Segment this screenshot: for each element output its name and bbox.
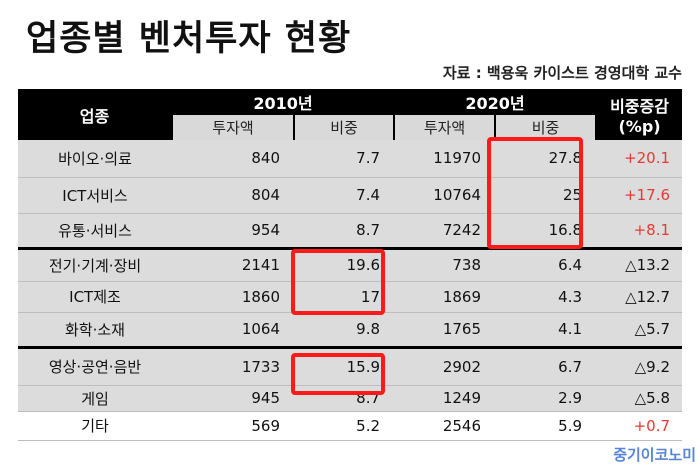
inv2020-cell: 10764 — [394, 177, 496, 214]
inv2010-cell: 1733 — [172, 347, 294, 386]
category-cell: ICT서비스 — [18, 177, 172, 214]
inv2010-cell: 569 — [172, 411, 294, 441]
change-cell: +0.7 — [596, 411, 683, 441]
share2020-cell: 4.3 — [495, 281, 597, 313]
table-row: 기타 569 5.2 2546 5.9 +0.7 — [18, 411, 683, 441]
col-header-change: 비중증감 (%p) — [596, 89, 683, 140]
share2020-cell: 6.4 — [495, 248, 597, 282]
page-title: 업종별 벤처투자 현황 — [26, 19, 352, 59]
category-cell: 영상·공연·음반 — [18, 347, 172, 386]
table-row: 화학·소재 1064 9.8 1765 4.1 △5.7 — [18, 312, 683, 349]
inv2010-cell: 2141 — [172, 248, 294, 282]
change-label: 비중증감 — [610, 97, 669, 116]
change-cell: +8.1 — [596, 213, 683, 250]
table-row: ICT제조 1860 17 1869 4.3 △12.7 — [18, 281, 683, 313]
table-row: 게임 945 8.7 1249 2.9 △5.8 — [18, 385, 683, 412]
change-unit: (%p) — [618, 117, 661, 136]
table-row: ICT서비스 804 7.4 10764 25 +17.6 — [18, 177, 683, 214]
share2020-cell: 4.1 — [495, 312, 597, 349]
inv2020-cell: 1869 — [394, 281, 496, 313]
header-row-1: 업종 2010년 2020년 비중증감 (%p) — [18, 89, 683, 140]
col-header-2020: 2020년 — [394, 89, 597, 115]
inv2020-cell: 11970 — [394, 140, 496, 178]
inv2020-cell: 1765 — [394, 312, 496, 349]
inv2010-cell: 804 — [172, 177, 294, 214]
category-cell: 게임 — [18, 385, 172, 412]
inv2010-cell: 840 — [172, 140, 294, 178]
inv2020-cell: 7242 — [394, 213, 496, 250]
share2010-cell: 19.6 — [294, 248, 395, 282]
share2020-cell: 2.9 — [495, 385, 597, 412]
header-row-2: 투자액 비중 투자액 비중 — [18, 115, 682, 140]
watermark-logo: 중기이코노미 — [613, 446, 696, 464]
share2010-cell: 17 — [294, 281, 395, 313]
highlight-box-2010-media — [291, 353, 385, 395]
inv2020-cell: 738 — [394, 248, 496, 282]
inv2010-cell: 1860 — [172, 281, 294, 313]
change-cell: △5.8 — [596, 385, 683, 412]
highlight-box-2010-equipment — [291, 249, 385, 315]
category-cell: 전기·기계·장비 — [18, 248, 172, 282]
subheader-share-2010: 비중 — [292, 115, 396, 140]
change-cell: △5.7 — [596, 312, 683, 349]
category-cell: 화학·소재 — [18, 312, 172, 349]
share2010-cell: 8.7 — [294, 385, 395, 412]
col-header-category: 업종 — [18, 89, 172, 140]
inv2020-cell: 2546 — [394, 411, 496, 441]
category-cell: 바이오·의료 — [18, 140, 172, 178]
subheader-amount-2020: 투자액 — [393, 115, 497, 140]
source-note: 자료 : 백용욱 카이스트 경영대학 교수 — [442, 64, 682, 82]
change-cell: +20.1 — [596, 140, 683, 178]
col-header-2010: 2010년 — [172, 89, 395, 115]
share2010-cell: 7.7 — [294, 140, 395, 178]
change-cell: +17.6 — [596, 177, 683, 214]
share2010-cell: 9.8 — [294, 312, 395, 349]
investment-table: 업종 2010년 2020년 비중증감 (%p) 투자액 비중 투자액 비중 바… — [18, 89, 683, 441]
highlight-box-2020-growth — [487, 137, 583, 249]
category-cell: ICT제조 — [18, 281, 172, 313]
change-cell: △13.2 — [596, 248, 683, 282]
subheader-share-2020: 비중 — [494, 115, 598, 140]
share2020-cell: 6.7 — [495, 347, 597, 386]
share2010-cell: 5.2 — [294, 411, 395, 441]
table-row: 영상·공연·음반 1733 15.9 2902 6.7 △9.2 — [18, 347, 683, 386]
share2020-cell: 5.9 — [495, 411, 597, 441]
subheader-amount-2010: 투자액 — [171, 115, 295, 140]
change-cell: △9.2 — [596, 347, 683, 386]
inv2010-cell: 945 — [172, 385, 294, 412]
share2010-cell: 7.4 — [294, 177, 395, 214]
inv2020-cell: 1249 — [394, 385, 496, 412]
inv2010-cell: 1064 — [172, 312, 294, 349]
change-cell: △12.7 — [596, 281, 683, 313]
table-row: 전기·기계·장비 2141 19.6 738 6.4 △13.2 — [18, 248, 683, 282]
category-cell: 기타 — [18, 411, 172, 441]
category-cell: 유통·서비스 — [18, 213, 172, 250]
inv2020-cell: 2902 — [394, 347, 496, 386]
inv2010-cell: 954 — [172, 213, 294, 250]
share2010-cell: 8.7 — [294, 213, 395, 250]
